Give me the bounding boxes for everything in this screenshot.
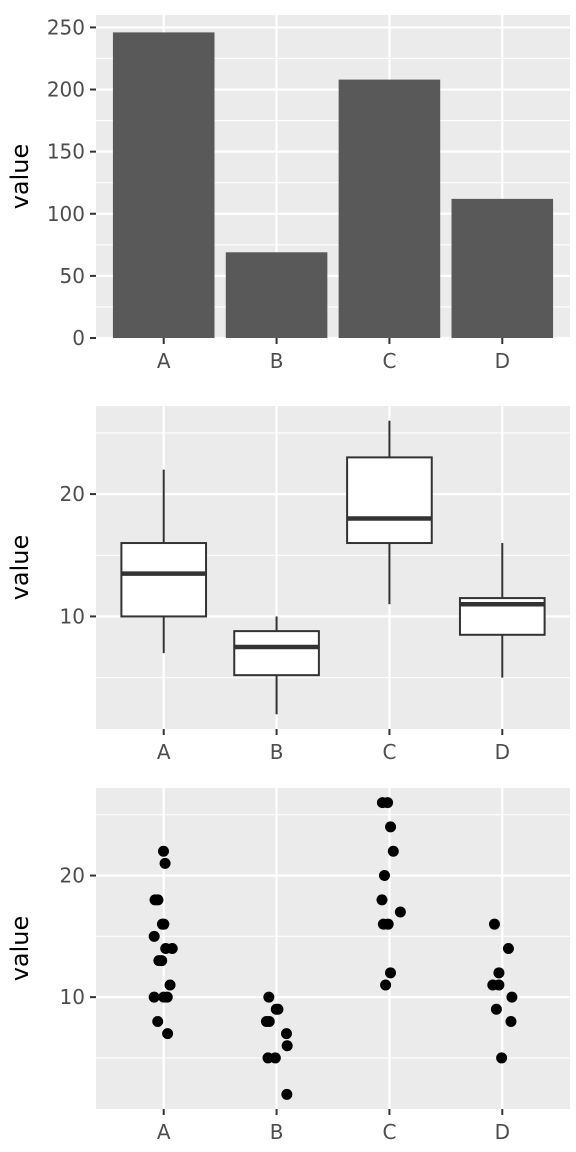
point-B-17 [263, 991, 275, 1003]
point-D-45 [505, 1015, 517, 1027]
y-tick-label: 50 [60, 264, 85, 288]
point-B-19 [270, 1003, 282, 1015]
y-tick-label: 200 [47, 78, 85, 102]
y-tick-label: 10 [60, 604, 85, 628]
point-B-21 [260, 1015, 272, 1027]
point-D-44 [490, 1003, 502, 1015]
point-A-1 [159, 857, 171, 869]
point-A-16 [162, 1028, 174, 1040]
x-tick-label-C: C [382, 349, 396, 373]
point-D-43 [506, 991, 518, 1003]
bar-C [338, 79, 441, 338]
box-C [346, 456, 433, 545]
point-A-13 [148, 991, 160, 1003]
point-B-22 [280, 1028, 292, 1040]
point-A-6 [148, 930, 160, 942]
point-B-25 [269, 1052, 281, 1064]
bar-D [451, 198, 554, 338]
x-tick-label-A: A [157, 740, 171, 764]
point-C-28 [382, 797, 394, 809]
point-A-5 [158, 918, 170, 930]
point-C-33 [394, 906, 406, 918]
x-tick-label-C: C [382, 1120, 396, 1144]
x-tick-label-D: D [495, 1120, 510, 1144]
point-C-31 [378, 870, 390, 882]
point-D-38 [488, 918, 500, 930]
point-A-0 [157, 845, 169, 857]
point-C-29 [385, 821, 397, 833]
y-tick-label: 10 [60, 985, 85, 1009]
point-A-3 [152, 894, 164, 906]
y-axis-title: value [6, 535, 34, 601]
point-C-35 [377, 918, 389, 930]
point-D-40 [493, 967, 505, 979]
point-D-46 [496, 1052, 508, 1064]
point-D-42 [487, 979, 499, 991]
point-A-15 [152, 1015, 164, 1027]
x-tick-label-A: A [157, 1120, 171, 1144]
y-tick-label: 250 [47, 15, 85, 39]
bar-B [225, 252, 328, 338]
point-A-11 [164, 979, 176, 991]
point-C-30 [387, 845, 399, 857]
y-tick-label: 100 [47, 202, 85, 226]
point-D-39 [502, 943, 514, 954]
point-A-14 [158, 991, 170, 1003]
point-B-26 [281, 1088, 293, 1100]
y-axis-title: value [6, 916, 34, 982]
y-tick-label: 150 [47, 140, 85, 164]
x-tick-label-A: A [157, 349, 171, 373]
x-tick-label-C: C [382, 740, 396, 764]
y-axis-title: value [6, 144, 34, 210]
point-B-23 [281, 1040, 293, 1052]
y-tick-label: 20 [60, 864, 85, 888]
x-tick-label-D: D [495, 740, 510, 764]
x-tick-label-D: D [495, 349, 510, 373]
point-A-10 [153, 955, 165, 967]
y-tick-label: 20 [60, 482, 85, 506]
box-B [233, 630, 320, 677]
box-A [120, 542, 208, 618]
x-tick-label-B: B [270, 740, 284, 764]
x-tick-label-B: B [270, 1120, 284, 1144]
bar-A [112, 32, 215, 339]
y-tick-label: 0 [72, 326, 85, 350]
point-C-37 [380, 979, 392, 991]
point-A-8 [160, 943, 172, 954]
x-tick-label-B: B [270, 349, 284, 373]
point-C-32 [376, 894, 388, 906]
point-C-36 [384, 967, 396, 979]
